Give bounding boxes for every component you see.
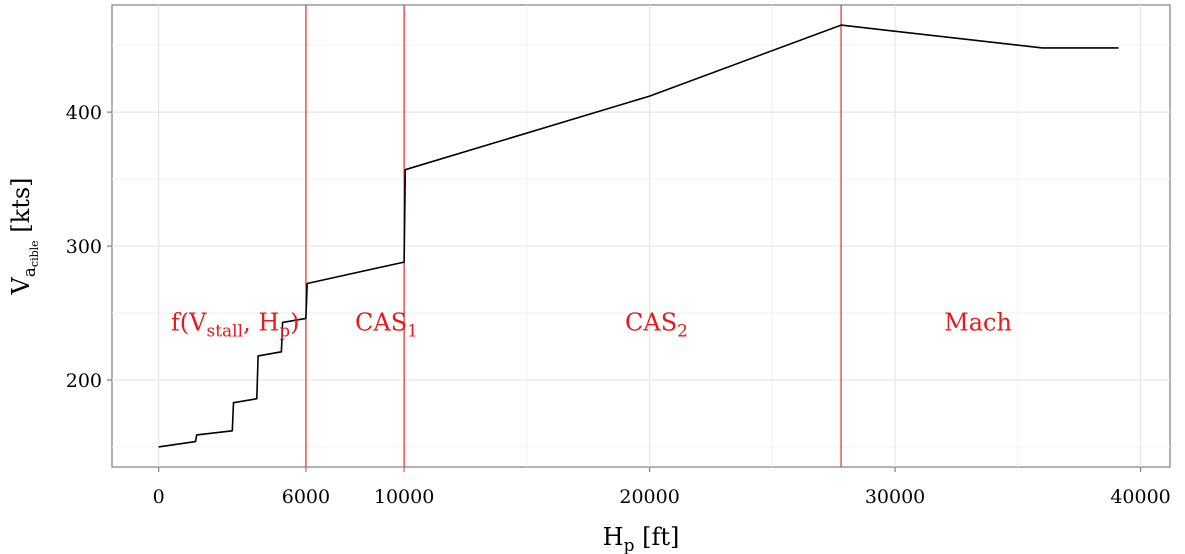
series-line-0 xyxy=(158,24,1119,448)
x-tick-label-0: 0 xyxy=(153,486,165,508)
x-tick-label-1: 6000 xyxy=(282,486,330,508)
x-axis: 0 6000 10000 20000 30000 40000 xyxy=(153,467,1171,508)
region-label-0: f(Vstall, Hp) xyxy=(171,308,300,341)
x-tick-label-5: 40000 xyxy=(1110,486,1170,508)
x-tick-label-4: 30000 xyxy=(865,486,925,508)
x-tick-label-3: 20000 xyxy=(619,486,679,508)
region-label-1: CAS1 xyxy=(355,308,418,341)
y-axis: 200 300 400 xyxy=(66,102,112,392)
grid-minor xyxy=(112,5,1170,467)
region-label-3: Mach xyxy=(944,308,1012,336)
y-tick-label-2: 400 xyxy=(66,102,102,124)
y-tick-label-1: 300 xyxy=(66,236,102,258)
x-tick-label-2: 10000 xyxy=(374,486,434,508)
region-labels: f(Vstall, Hp) CAS1 CAS2 Mach xyxy=(171,308,1012,341)
series-layer xyxy=(158,24,1119,448)
y-axis-title: Vacible [kts] xyxy=(7,177,41,295)
x-axis-title: Hp [ft] xyxy=(603,523,680,554)
region-label-2: CAS2 xyxy=(625,308,688,341)
plot-panel xyxy=(111,4,1171,468)
y-tick-label-0: 200 xyxy=(66,370,102,392)
